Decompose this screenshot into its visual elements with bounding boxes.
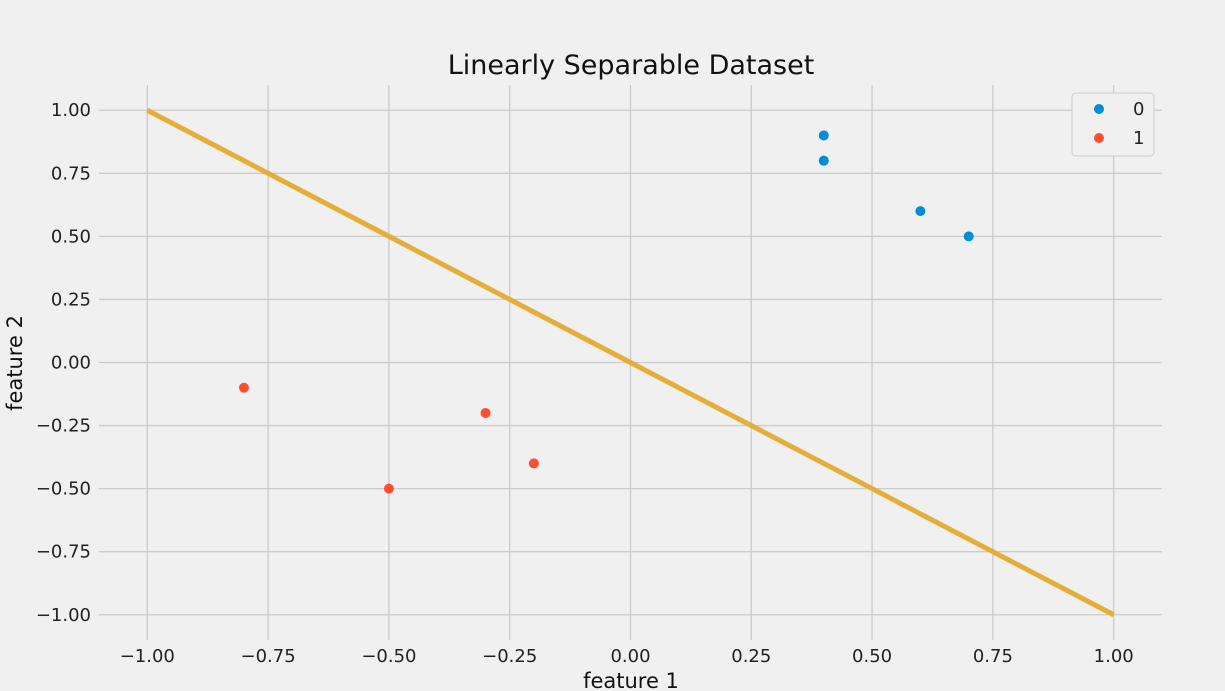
legend-box bbox=[1071, 92, 1155, 157]
y-tick-label: 0.25 bbox=[51, 289, 91, 310]
y-tick-label: −0.25 bbox=[36, 416, 91, 437]
legend-label-series-0: 0 bbox=[1133, 99, 1144, 120]
x-tick-label: −0.25 bbox=[482, 646, 537, 667]
x-tick-label: −1.00 bbox=[120, 646, 175, 667]
decision-boundary-line bbox=[146, 108, 1115, 617]
chart-title: Linearly Separable Dataset bbox=[448, 50, 815, 81]
y-tick-label: 0.75 bbox=[51, 163, 91, 184]
data-point-series-1 bbox=[528, 458, 539, 469]
y-tick-label: 0.50 bbox=[51, 226, 91, 247]
x-tick-label: −0.50 bbox=[361, 646, 416, 667]
x-tick-label: −0.75 bbox=[241, 646, 296, 667]
x-tick-labels: −1.00 −0.75 −0.50 −0.25 0.00 0.25 0.50 0.75 1.00 bbox=[120, 646, 1134, 667]
y-tick-label: −0.75 bbox=[36, 542, 91, 563]
data-point-series-0 bbox=[818, 155, 829, 166]
y-axis-label: feature 2 bbox=[3, 315, 27, 411]
x-tick-label: 0.00 bbox=[610, 646, 650, 667]
data-point-series-0 bbox=[963, 231, 974, 242]
legend-marker-series-1 bbox=[1094, 133, 1104, 143]
data-points-layer bbox=[238, 130, 974, 494]
data-point-series-0 bbox=[915, 206, 926, 217]
decision-boundary-layer bbox=[146, 108, 1115, 617]
x-tick-label: 0.50 bbox=[852, 646, 892, 667]
y-tick-label: 0.00 bbox=[51, 353, 91, 374]
data-point-series-0 bbox=[818, 130, 829, 141]
y-tick-label: 1.00 bbox=[51, 100, 91, 121]
legend: 0 1 bbox=[1071, 92, 1155, 157]
data-point-series-1 bbox=[480, 407, 491, 418]
y-tick-label: −1.00 bbox=[36, 605, 91, 626]
data-point-series-1 bbox=[238, 382, 249, 393]
data-point-series-1 bbox=[383, 483, 394, 494]
x-tick-label: 0.75 bbox=[973, 646, 1013, 667]
y-tick-label: −0.50 bbox=[36, 479, 91, 500]
y-tick-labels: −1.00 −0.75 −0.50 −0.25 0.00 0.25 0.50 0.75 1.00 bbox=[36, 100, 91, 626]
x-tick-label: 1.00 bbox=[1094, 646, 1134, 667]
x-axis-label: feature 1 bbox=[583, 669, 679, 691]
legend-label-series-1: 1 bbox=[1133, 128, 1144, 149]
x-tick-label: 0.25 bbox=[731, 646, 771, 667]
legend-marker-series-0 bbox=[1094, 104, 1104, 114]
